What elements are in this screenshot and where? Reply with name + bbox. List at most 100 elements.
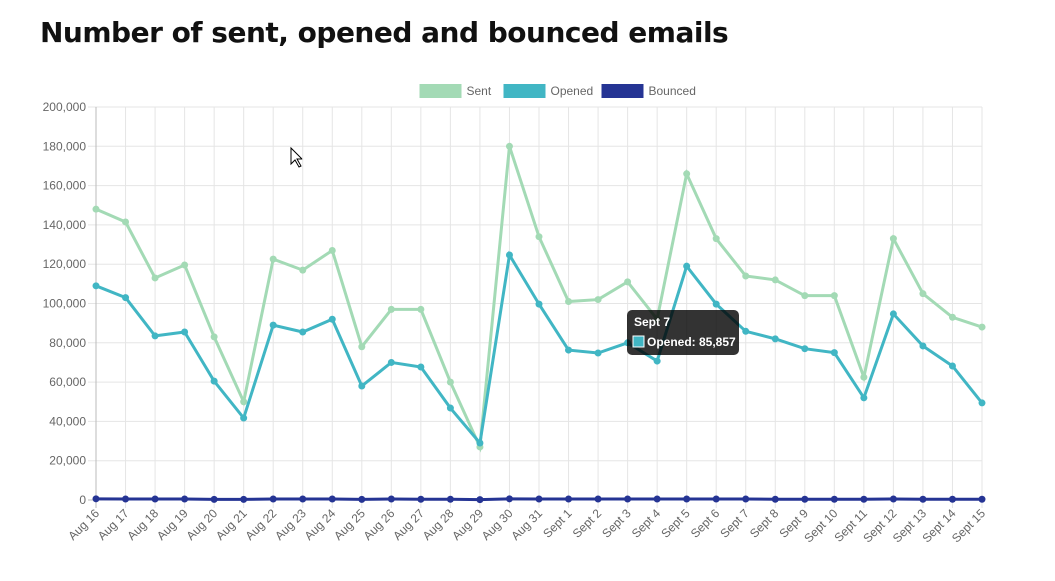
data-point bbox=[594, 495, 602, 503]
data-point bbox=[860, 394, 868, 402]
x-tick-label: Aug 25 bbox=[331, 506, 368, 543]
data-point bbox=[387, 358, 395, 366]
data-point bbox=[594, 296, 602, 304]
data-point bbox=[712, 495, 720, 503]
data-point bbox=[919, 495, 927, 503]
data-point bbox=[683, 262, 691, 270]
x-tick-label: Sept 3 bbox=[599, 506, 634, 541]
data-point bbox=[653, 495, 661, 503]
tooltip-label: Opened: 85,857 bbox=[647, 335, 736, 349]
data-point bbox=[151, 274, 159, 282]
legend-swatch bbox=[419, 84, 462, 98]
y-tick-label: 60,000 bbox=[49, 375, 86, 389]
data-point bbox=[151, 495, 159, 503]
x-tick-label: Sept 1 bbox=[540, 506, 575, 541]
data-point bbox=[860, 373, 868, 381]
x-tick-label: Sept 6 bbox=[688, 506, 723, 541]
y-tick-label: 40,000 bbox=[49, 414, 86, 428]
legend-item[interactable]: Opened bbox=[503, 84, 594, 98]
data-point bbox=[92, 205, 100, 213]
data-point bbox=[948, 313, 956, 321]
data-point bbox=[978, 495, 986, 503]
data-point bbox=[505, 251, 513, 259]
x-tick-label: Aug 18 bbox=[124, 506, 161, 543]
chart-title: Number of sent, opened and bounced email… bbox=[40, 16, 728, 49]
data-point bbox=[978, 399, 986, 407]
data-point bbox=[771, 335, 779, 343]
data-point bbox=[948, 362, 956, 370]
legend-label: Sent bbox=[467, 84, 492, 98]
data-point bbox=[122, 495, 130, 503]
legend-item[interactable]: Bounced bbox=[601, 84, 696, 98]
data-point bbox=[683, 170, 691, 178]
data-point bbox=[269, 255, 277, 263]
x-tick-label: Aug 23 bbox=[272, 506, 309, 543]
tooltip-title: Sept 7 bbox=[634, 315, 670, 329]
data-point bbox=[446, 378, 454, 386]
x-tick-label: Sept 4 bbox=[629, 506, 664, 541]
x-tick-label: Aug 21 bbox=[213, 506, 250, 543]
tooltip: Sept 7 Opened: 85,857 bbox=[627, 310, 739, 355]
data-point bbox=[565, 346, 573, 354]
data-point bbox=[181, 495, 189, 503]
data-point bbox=[240, 414, 248, 422]
data-point bbox=[948, 495, 956, 503]
data-point bbox=[210, 333, 218, 341]
y-tick-label: 180,000 bbox=[43, 139, 87, 153]
data-point bbox=[181, 261, 189, 269]
y-tick-label: 160,000 bbox=[43, 179, 87, 193]
data-point bbox=[240, 398, 248, 406]
x-tick-label: Aug 30 bbox=[479, 506, 516, 543]
data-point bbox=[328, 315, 336, 323]
data-point bbox=[919, 290, 927, 298]
data-point bbox=[328, 495, 336, 503]
data-point bbox=[771, 495, 779, 503]
x-tick-label: Sept 5 bbox=[658, 506, 693, 541]
data-point bbox=[122, 294, 130, 302]
data-point bbox=[210, 495, 218, 503]
x-tick-label: Sept 2 bbox=[570, 506, 605, 541]
data-point bbox=[830, 292, 838, 300]
data-point bbox=[210, 377, 218, 385]
y-tick-label: 140,000 bbox=[43, 218, 87, 232]
x-tick-label: Sept 8 bbox=[747, 506, 782, 541]
data-point bbox=[269, 321, 277, 329]
data-point bbox=[417, 363, 425, 371]
data-point bbox=[683, 495, 691, 503]
data-point bbox=[801, 292, 809, 300]
data-point bbox=[742, 272, 750, 280]
data-point bbox=[328, 246, 336, 254]
data-point bbox=[358, 495, 366, 503]
data-point bbox=[299, 495, 307, 503]
x-tick-label: Aug 22 bbox=[243, 506, 280, 543]
data-point bbox=[92, 282, 100, 290]
data-point bbox=[476, 439, 484, 447]
data-point bbox=[535, 495, 543, 503]
x-tick-label: Aug 29 bbox=[449, 506, 486, 543]
x-tick-label: Aug 19 bbox=[154, 506, 191, 543]
y-tick-label: 20,000 bbox=[49, 454, 86, 468]
data-point bbox=[889, 235, 897, 243]
data-point bbox=[830, 495, 838, 503]
data-point bbox=[978, 323, 986, 331]
data-point bbox=[299, 266, 307, 274]
data-point bbox=[624, 495, 632, 503]
y-tick-label: 80,000 bbox=[49, 336, 86, 350]
data-point bbox=[801, 495, 809, 503]
x-tick-label: Aug 16 bbox=[65, 506, 102, 543]
data-point bbox=[565, 495, 573, 503]
data-point bbox=[122, 218, 130, 226]
x-tick-label: Aug 17 bbox=[95, 506, 132, 543]
y-tick-label: 200,000 bbox=[43, 100, 87, 114]
x-tick-label: Aug 24 bbox=[302, 506, 339, 543]
legend-label: Opened bbox=[551, 84, 594, 98]
data-point bbox=[505, 142, 513, 150]
data-point bbox=[771, 276, 779, 284]
data-point bbox=[535, 300, 543, 308]
data-point bbox=[417, 305, 425, 313]
data-point bbox=[446, 404, 454, 412]
legend-item[interactable]: Sent bbox=[419, 84, 492, 98]
data-point bbox=[653, 357, 661, 365]
data-point bbox=[181, 328, 189, 336]
